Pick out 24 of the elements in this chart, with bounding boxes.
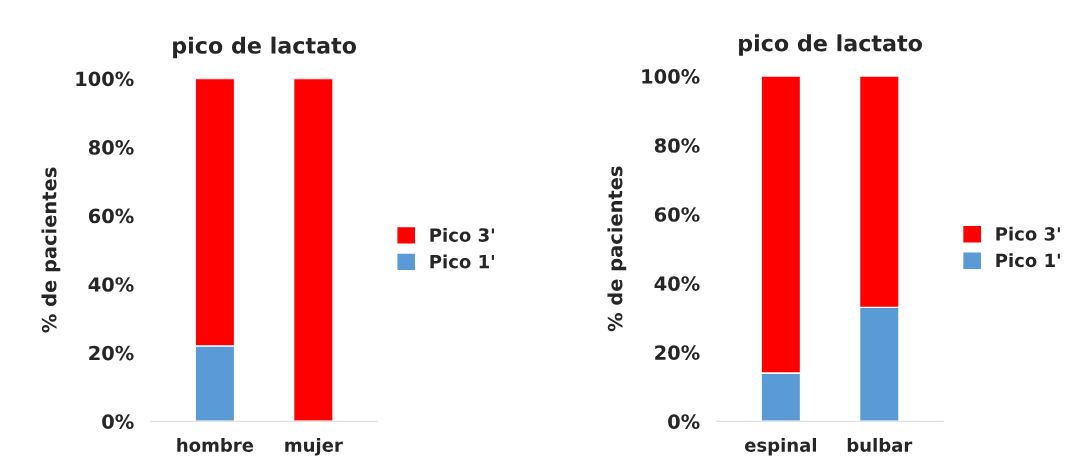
y-tick-label: 80% [654,138,700,153]
y-tick-label: 20% [89,345,134,361]
y-tick-label: 0% [102,414,134,429]
legend-label: Pico 3' [996,226,1060,241]
chart-title: pico de lactato [173,36,357,59]
x-tick-label: bulbar [847,437,913,452]
legend-label: Pico 1' [996,253,1060,268]
y-axis-title: % de pacientes [607,166,627,332]
y-tick-label: 60% [88,208,134,224]
y-tick-label: 60% [654,207,700,222]
y-tick-label: 100% [642,69,700,84]
y-tick-label: 80% [88,140,134,155]
legend-label: Pico 1' [430,254,494,269]
legend-label: Pico 3' [430,227,494,242]
y-tick-label: 40% [654,276,700,291]
chart-title: pico de lactato [739,34,922,56]
y-axis-title: % de pacientes [41,167,61,333]
y-tick-label: 40% [88,277,134,292]
y-tick-label: 100% [76,71,134,87]
y-tick-label: 0% [668,414,700,429]
x-tick-label: espinal [744,437,816,456]
x-tick-label: mujer [285,437,343,456]
y-tick-label: 20% [655,345,700,360]
x-tick-label: hombre [177,437,254,452]
